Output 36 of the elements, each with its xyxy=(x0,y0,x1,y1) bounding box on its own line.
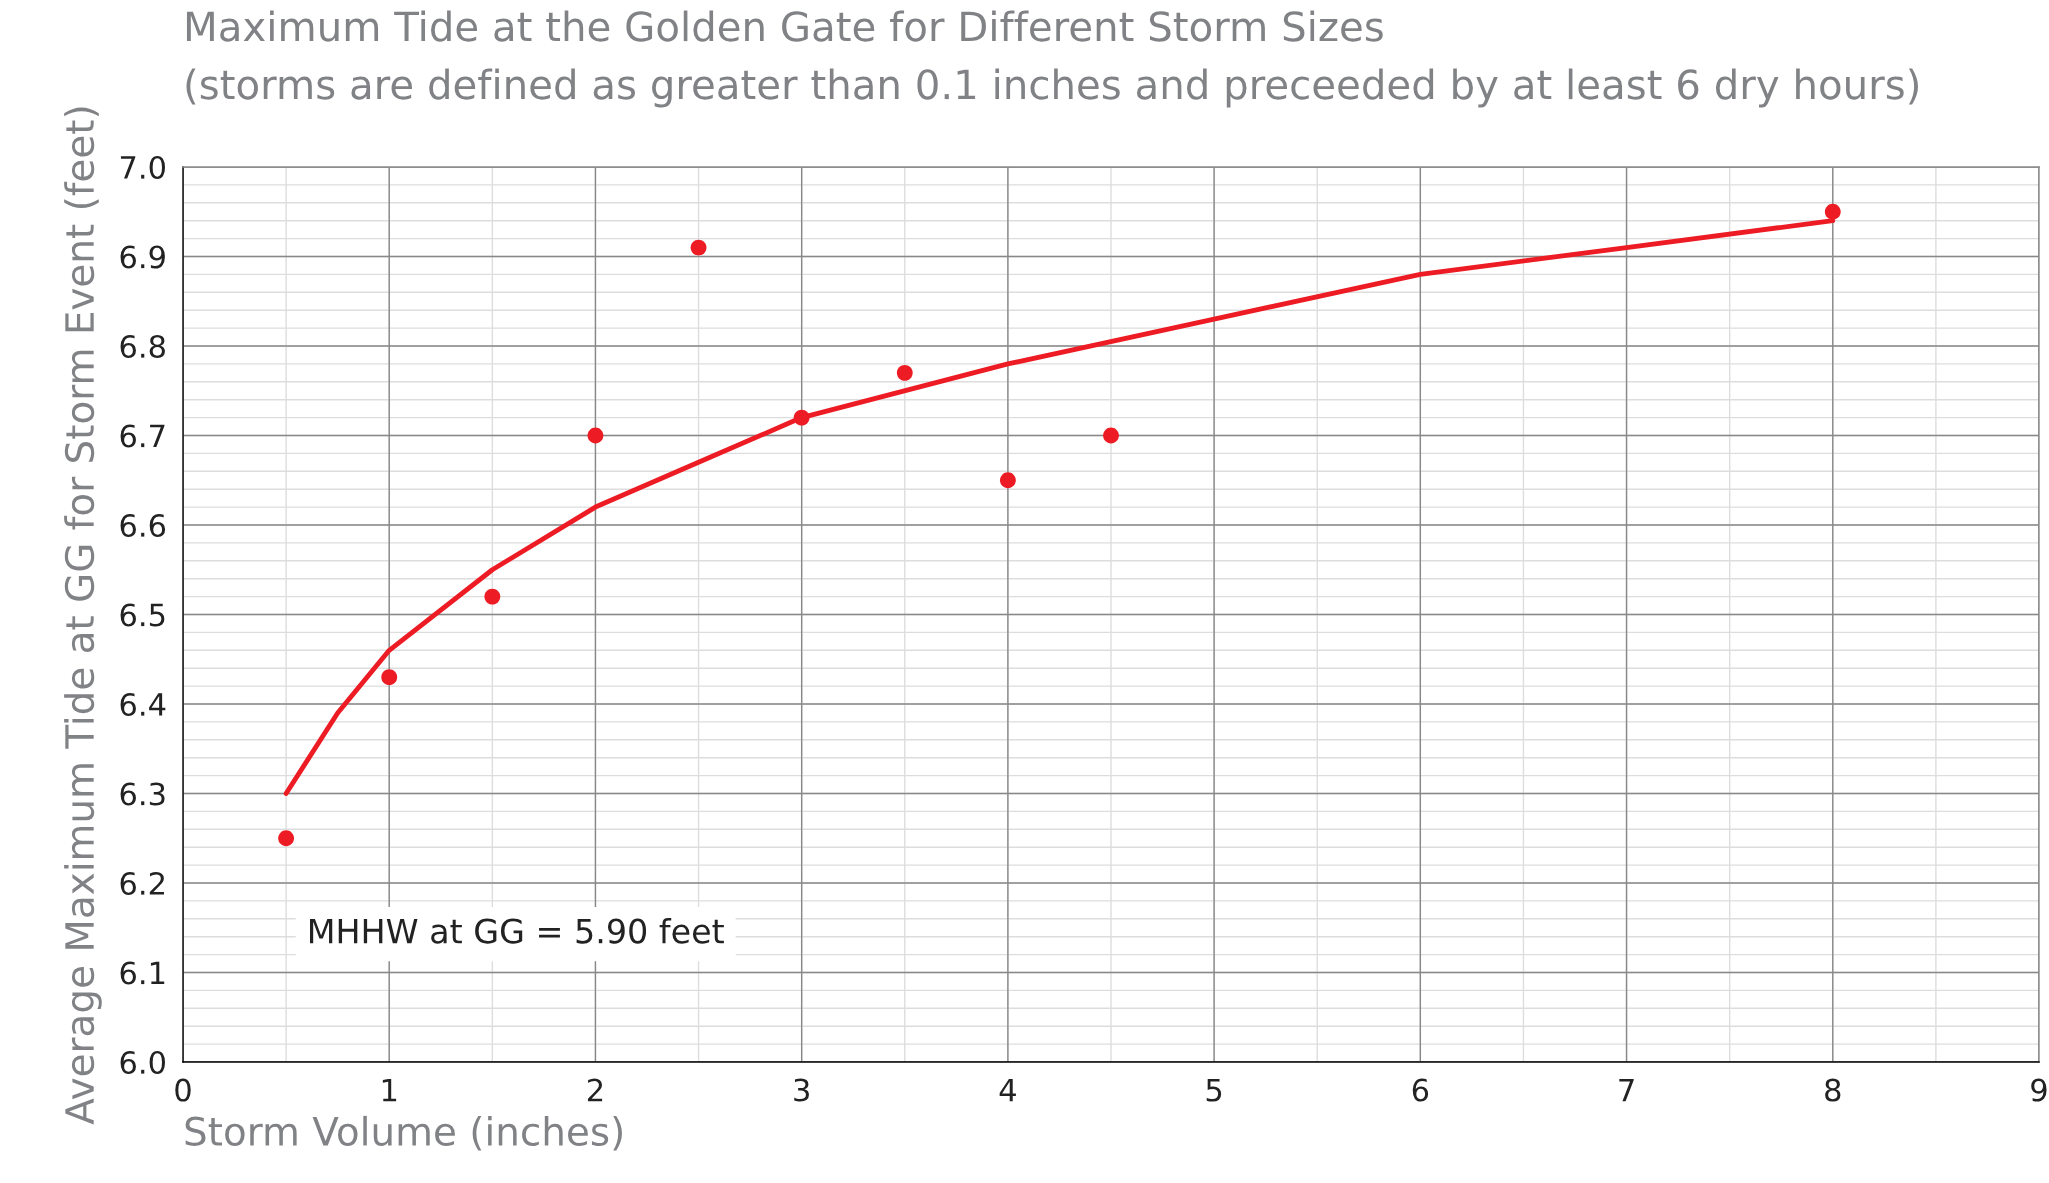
y-tick-label: 6.3 xyxy=(120,782,165,806)
x-axis-title: Storm Volume (inches) xyxy=(185,1115,622,1151)
point xyxy=(587,427,604,444)
x-tick-label: 8 xyxy=(1825,1078,1841,1102)
point xyxy=(484,588,501,605)
point xyxy=(999,472,1016,489)
point xyxy=(896,364,913,381)
annotation: MHHW at GG = 5.90 feet xyxy=(310,917,724,944)
text: 7.0 xyxy=(120,155,165,180)
y-tick-label: 6.4 xyxy=(120,692,166,717)
y-tick-label: 6.7 xyxy=(120,424,165,448)
y-axis-title: Average Maximum Tide at GG for Storm Event (feet) xyxy=(64,107,102,1125)
x-tick-label: 9 xyxy=(2031,1078,2047,1102)
y-tick-label: 6.2 xyxy=(120,871,164,896)
x-tick-label: 4 xyxy=(999,1078,1016,1102)
x-tick-label: 1 xyxy=(382,1078,397,1102)
x-tick-label: 5 xyxy=(1206,1078,1222,1102)
point xyxy=(690,239,707,256)
y-tick-label: 6.9 xyxy=(120,245,165,269)
point xyxy=(793,409,810,426)
x-tick-label: 2 xyxy=(587,1078,603,1102)
text: 6.0 xyxy=(120,1050,165,1075)
x-tick-label: 3 xyxy=(794,1078,809,1102)
point xyxy=(381,669,398,686)
y-tick-label: 6.6 xyxy=(120,513,166,538)
x-tick-label: 7 xyxy=(1619,1078,1634,1102)
x-tick-label: 6 xyxy=(1412,1078,1429,1102)
x-tick-label: 0 xyxy=(175,1078,191,1102)
y-tick-label: 6.5 xyxy=(120,603,165,627)
chart-subtitle: (storms are defined as greater than 0.1 inches and preceeded by at least 6 dry hours) xyxy=(186,68,1918,108)
point xyxy=(278,830,295,847)
chart-title: Maximum Tide at the Golden Gate for Different Storm Sizes xyxy=(186,10,1383,42)
y-tick-label: 6.8 xyxy=(120,334,165,359)
point xyxy=(1824,203,1841,220)
point xyxy=(1103,427,1119,444)
y-tick-label: 6.1 xyxy=(120,961,165,985)
